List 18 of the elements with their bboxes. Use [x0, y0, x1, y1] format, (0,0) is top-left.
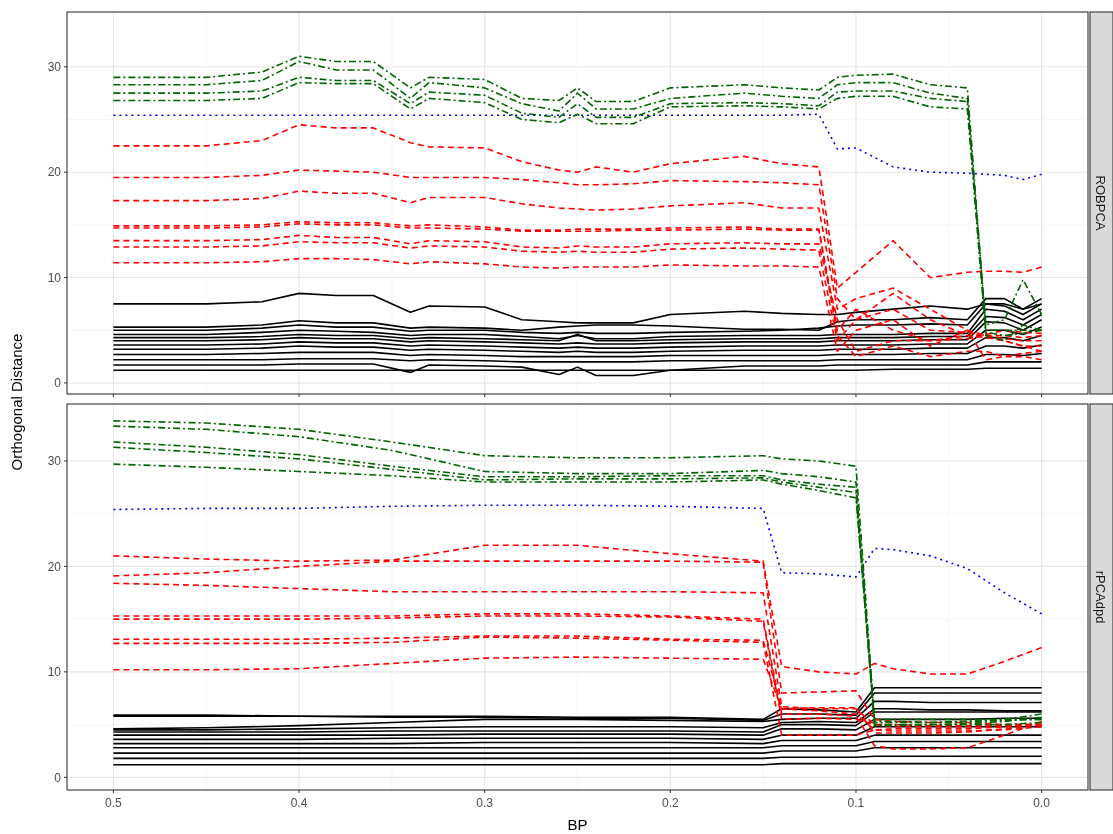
- x-tick-label: 0.5: [105, 796, 123, 810]
- y-tick-label: 10: [47, 665, 62, 680]
- y-tick-label: 10: [47, 270, 62, 285]
- x-tick-label: 0.0: [1033, 796, 1051, 810]
- x-tick-label: 0.3: [476, 796, 494, 810]
- text: ROBPCA: [1093, 175, 1109, 231]
- y-tick-label: 0: [54, 770, 62, 785]
- y-tick-label: 30: [47, 60, 62, 74]
- y-tick-label: 0: [54, 376, 62, 391]
- y-axis-title: Orthogonal Distance: [8, 333, 25, 471]
- x-axis-title: BP: [567, 816, 588, 833]
- y-tick-label: 30: [47, 454, 62, 469]
- y-tick-label: 20: [47, 559, 62, 574]
- x-tick-label: 0.1: [847, 796, 865, 810]
- y-tick-label: 20: [47, 165, 62, 180]
- x-tick-label: 0.4: [290, 796, 308, 810]
- x-tick-label: 0.2: [661, 796, 679, 810]
- text: rPCAdpd: [1093, 570, 1109, 624]
